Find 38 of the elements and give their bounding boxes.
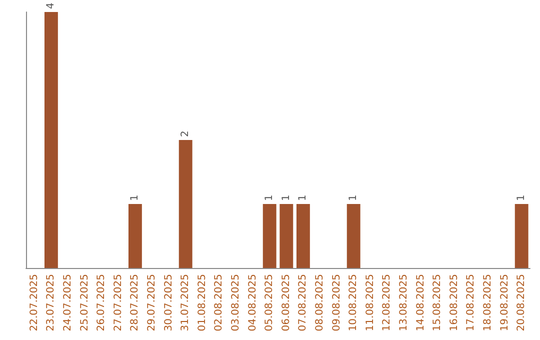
x-tick-label: 04.08.2025 [247, 274, 258, 332]
x-tick-label: 03.08.2025 [230, 274, 242, 332]
x-tick-label: 24.07.2025 [62, 274, 74, 332]
x-tick-label: 27.07.2025 [112, 274, 124, 332]
x-tick-label: 09.08.2025 [331, 274, 342, 332]
x-tick-label: 02.08.2025 [214, 274, 225, 332]
x-tick-label: 22.07.2025 [28, 274, 40, 332]
x-tick-label: 28.07.2025 [130, 274, 141, 332]
x-tick-label: 06.08.2025 [280, 274, 292, 332]
x-tick-label: 15.08.2025 [432, 274, 444, 332]
x-tick-label: 01.08.2025 [196, 274, 208, 332]
x-tick-label: 14.08.2025 [415, 274, 426, 332]
data-label: 1 [280, 194, 292, 201]
data-label: 1 [264, 194, 276, 201]
x-tick-label: 25.07.2025 [79, 274, 90, 332]
x-tick-label: 10.08.2025 [348, 274, 360, 332]
x-tick-label: 07.08.2025 [298, 274, 309, 332]
data-label: 2 [180, 130, 192, 137]
x-tick-label: 16.08.2025 [448, 274, 460, 332]
x-tick-label: 19.08.2025 [499, 274, 510, 332]
x-tick-label: 30.07.2025 [163, 274, 174, 332]
x-tick-label: 05.08.2025 [264, 274, 276, 332]
x-tick-label: 17.08.2025 [466, 274, 477, 332]
x-tick-label: 13.08.2025 [398, 274, 410, 332]
x-tick-label: 23.07.2025 [46, 274, 57, 332]
x-tick-label: 08.08.2025 [314, 274, 326, 332]
x-tick-label: 11.08.2025 [364, 274, 376, 332]
data-label: 1 [130, 194, 141, 201]
x-tick-label: 26.07.2025 [96, 274, 108, 332]
x-tick-label: 29.07.2025 [146, 274, 158, 332]
x-tick-label: 12.08.2025 [382, 274, 393, 332]
data-label: 1 [298, 194, 309, 201]
data-label: 1 [348, 194, 360, 201]
x-tick-label: 20.08.2025 [516, 274, 528, 332]
x-tick-label: 31.07.2025 [180, 274, 192, 332]
data-label: 1 [516, 194, 528, 201]
x-tick-label: 18.08.2025 [482, 274, 494, 332]
data-label: 4 [46, 2, 57, 9]
